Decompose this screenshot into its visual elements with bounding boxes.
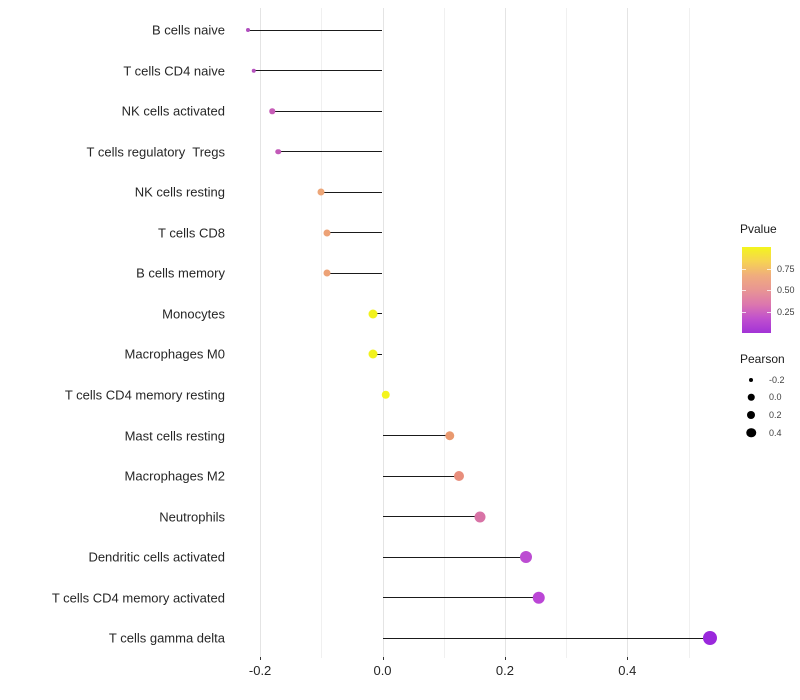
lollipop-segment [382,516,481,518]
pearson-legend-label: -0.2 [769,374,785,385]
pvalue-colorbar [742,247,771,333]
y-axis-label: Dendritic cells activated [88,549,225,565]
pvalue-tick-label: 0.75 [777,263,795,274]
lollipop-segment [382,637,710,639]
lollipop-dot [368,349,378,359]
pvalue-tick-label: 0.50 [777,285,795,295]
gridline-minor [566,8,568,658]
pearson-legend-dot [747,393,755,401]
x-axis-tick-label: 0.4 [618,663,637,678]
pearson-legend-label: 0.0 [769,392,782,403]
pearson-legend-title: Pearson [740,352,785,366]
x-axis-tick [260,657,262,660]
lollipop-dot [381,390,390,400]
gridline-major [382,8,384,658]
x-axis-tick-label: 0.2 [495,663,514,678]
x-axis-tick [627,657,629,660]
y-axis-label: B cells naive [152,22,225,38]
lollipop-segment [253,70,383,72]
lollipop-dot [445,430,455,441]
y-axis-label: Mast cells resting [124,428,225,443]
pearson-legend-label: 0.4 [769,427,782,438]
lollipop-dot [317,188,325,196]
pvalue-colorbar-tick [742,311,746,313]
y-axis-label: T cells regulatory Tregs [86,144,225,160]
lollipop-segment [247,29,383,31]
lollipop-segment [278,151,383,153]
gridline-major [627,8,629,658]
lollipop-dot [251,68,257,73]
pvalue-legend-title: Pvalue [740,222,777,236]
y-axis-label: T cells CD8 [158,225,225,241]
x-axis-tick [382,657,384,660]
pvalue-colorbar-tick [742,290,746,291]
gridline-major [260,8,262,658]
lollipop-dot [520,551,533,564]
pvalue-colorbar-tick [767,290,771,291]
y-axis-label: NK cells resting [134,184,225,200]
pearson-legend-dot [746,427,756,438]
lollipop-dot [245,28,250,32]
lollipop-segment [382,597,539,599]
lollipop-dot [275,148,282,155]
pvalue-colorbar-tick [767,268,771,270]
lollipop-segment [373,353,383,355]
lollipop-dot [532,591,545,604]
y-axis-label: B cells memory [136,265,225,281]
pearson-legend-label: 0.2 [769,409,782,420]
y-axis-label: NK cells activated [121,103,225,119]
lollipop-dot [323,229,331,237]
y-axis-label: Monocytes [162,306,225,322]
y-axis-label: T cells CD4 memory resting [64,387,225,403]
pvalue-tick-label: 0.25 [777,306,795,317]
gridline-minor [321,8,323,658]
y-axis-label: T cells gamma delta [108,630,225,646]
gridline-minor [443,8,445,658]
y-axis-label: Macrophages M2 [124,468,225,484]
gridline-major [504,8,506,658]
pearson-legend-dot [749,377,753,382]
x-axis-tick-label: 0.0 [373,663,392,678]
lollipop-segment [382,475,459,477]
y-axis-label: T cells CD4 memory activated [51,590,225,606]
y-axis-label: Macrophages M0 [124,346,225,362]
pvalue-colorbar-tick [767,311,771,313]
lollipop-segment [327,272,383,274]
lollipop-dot [269,108,276,114]
lollipop-segment [272,110,383,112]
gridline-minor [688,8,690,658]
pvalue-colorbar-tick [742,268,746,270]
lollipop-dot [454,471,464,482]
x-axis-tick [504,657,506,660]
lollipop-segment [373,313,383,315]
y-axis-label: Neutrophils [159,509,225,525]
x-axis-tick-label: -0.2 [248,663,272,678]
lollipop-dot [323,269,331,277]
lollipop-dot [368,309,378,319]
lollipop-segment [327,232,383,234]
y-axis-label: T cells CD4 naive [123,63,225,79]
pearson-legend-dot [747,410,755,419]
lollipop-dot [702,631,717,646]
lollipop-segment [321,191,383,193]
lollipop-dot [474,511,486,523]
lollipop-segment [382,435,450,436]
lollipop-segment [382,556,527,558]
